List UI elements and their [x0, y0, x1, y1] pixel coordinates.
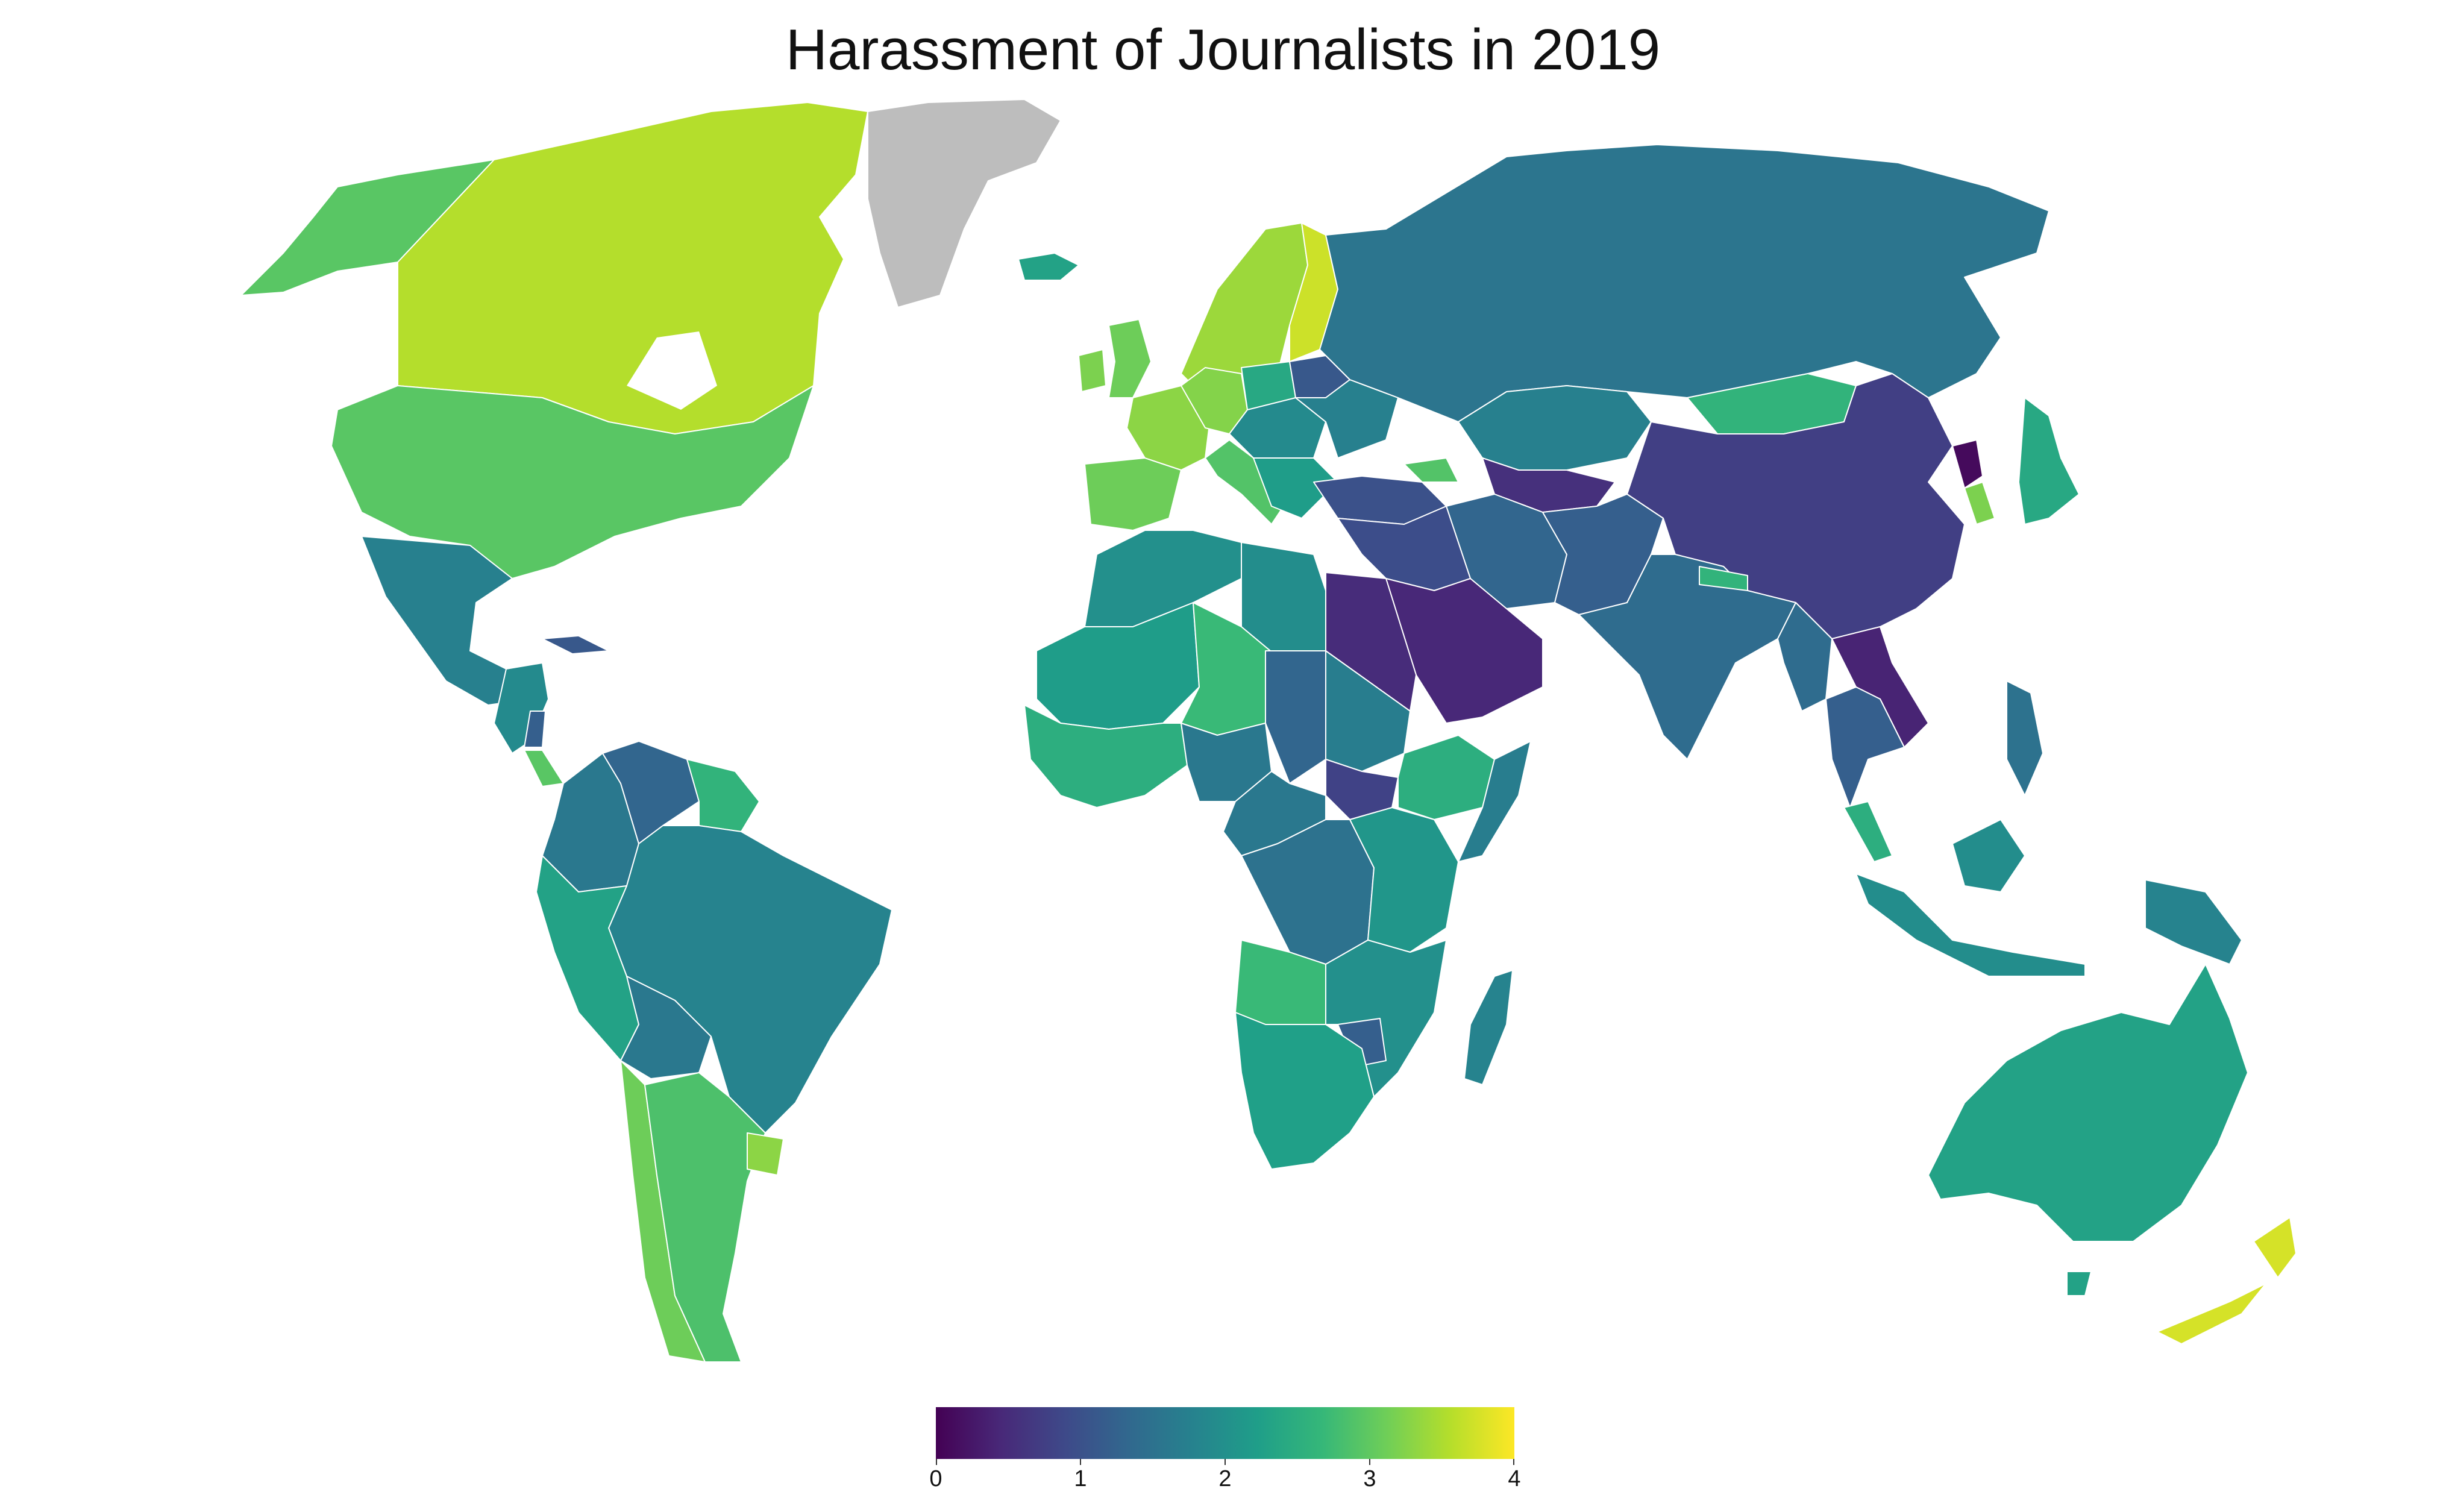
region-cuba	[542, 635, 609, 654]
region-united-states	[331, 385, 814, 579]
region-australia	[1928, 964, 2248, 1242]
region-russia	[1319, 144, 2049, 422]
legend-tick-2: 2	[1218, 1466, 1232, 1492]
region-zambia-mozambique	[1325, 940, 1447, 1097]
color-legend: 0 1 2 3 4	[929, 1407, 1521, 1492]
region-egypt	[1325, 572, 1417, 712]
legend-tick-0: 0	[929, 1466, 942, 1492]
legend-tick-mark	[1225, 1459, 1226, 1465]
region-canada	[627, 331, 717, 410]
region-nicaragua	[524, 711, 546, 748]
region-chad	[1265, 650, 1326, 784]
region-philippines	[2006, 680, 2043, 796]
region-north-africa	[1084, 530, 1242, 627]
region-india	[1578, 554, 1796, 760]
region-australia	[2066, 1271, 2092, 1296]
region-argentina	[644, 1072, 766, 1363]
region-saudi-arabia	[1385, 578, 1543, 724]
legend-tick-mark	[1513, 1459, 1514, 1465]
region-nepal	[1699, 566, 1748, 591]
region-united-kingdom	[1108, 319, 1152, 398]
region-mauritania-mali	[1036, 602, 1200, 730]
legend-tick-1: 1	[1074, 1466, 1087, 1492]
region-uruguay	[747, 1132, 784, 1176]
region-italy	[1205, 439, 1284, 525]
region-new-zealand	[2253, 1217, 2297, 1278]
region-ireland	[1078, 349, 1106, 392]
region-greenland	[867, 99, 1061, 308]
region-somalia	[1458, 741, 1531, 862]
region-ethiopia	[1397, 735, 1495, 820]
legend-tick-mark	[1080, 1459, 1081, 1465]
region-costa-rica	[524, 750, 564, 787]
region-north-korea	[1952, 439, 1983, 489]
region-malaysia	[1843, 801, 1893, 862]
region-balkans	[1253, 457, 1338, 519]
legend-tick-3: 3	[1363, 1466, 1376, 1492]
region-spain-portugal	[1084, 457, 1182, 531]
color-scale-bar	[936, 1407, 1514, 1459]
region-papua-new-guinea	[2145, 879, 2242, 965]
region-guyana-suriname	[686, 759, 760, 832]
region-japan	[2018, 397, 2080, 525]
region-sudan	[1325, 650, 1411, 772]
region-iceland	[1018, 253, 1079, 281]
map-title: Harassment of Journalists in 2019	[785, 17, 1661, 82]
legend-tick-mark	[936, 1459, 937, 1465]
legend-tick-4: 4	[1508, 1466, 1521, 1492]
region-ukraine	[1295, 379, 1399, 459]
region-bolivia	[620, 976, 712, 1079]
region-east-africa	[1349, 807, 1459, 953]
region-madagascar	[1464, 970, 1513, 1085]
legend-tick-mark	[1369, 1459, 1370, 1465]
region-southern-africa	[1235, 1012, 1375, 1170]
region-indonesia	[1855, 873, 2086, 977]
region-new-zealand	[2157, 1283, 2266, 1344]
region-south-korea	[1964, 482, 1995, 525]
region-georgia	[1403, 457, 1459, 483]
region-venezuela	[602, 741, 700, 844]
region-thailand-cambodia	[1825, 686, 1905, 808]
region-indonesia	[1952, 819, 2025, 892]
